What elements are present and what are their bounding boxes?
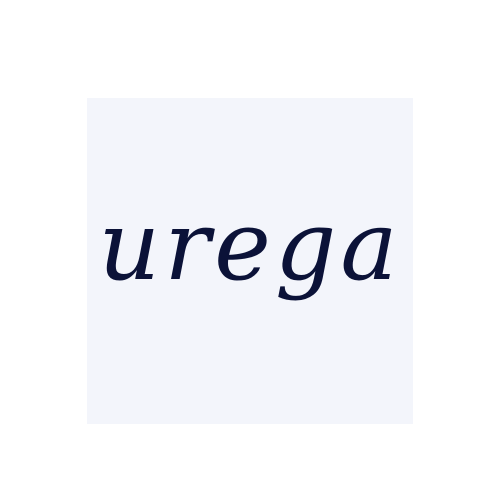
- logo-wordmark: urega: [98, 190, 402, 302]
- logo-tile: urega: [87, 98, 413, 424]
